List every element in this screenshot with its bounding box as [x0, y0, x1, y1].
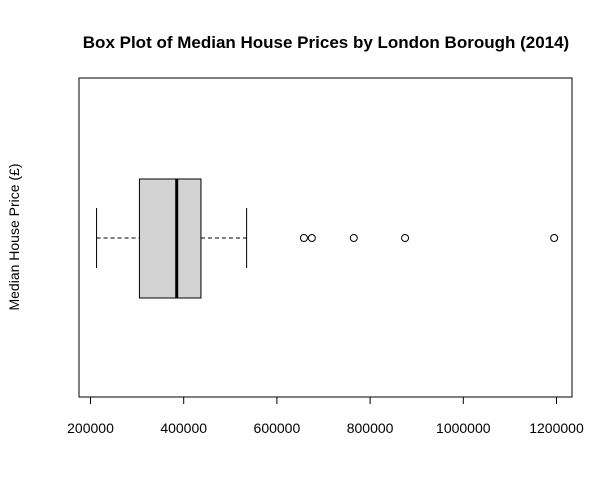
x-axis: 200000 400000 600000 800000 1000000 1200000 — [67, 396, 584, 436]
outlier-point — [307, 234, 316, 242]
x-tick-label: 200000 — [67, 420, 114, 436]
outlier-point — [550, 234, 559, 242]
x-tick-label: 1000000 — [436, 420, 491, 436]
chart-title: Box Plot of Median House Prices by Londo… — [83, 33, 569, 52]
x-tick-label: 800000 — [347, 420, 394, 436]
x-tick-label: 1200000 — [529, 420, 584, 436]
x-tick-label: 600000 — [254, 420, 301, 436]
outlier-point — [349, 234, 358, 242]
box-plot — [96, 178, 248, 299]
outliers — [299, 234, 559, 242]
outlier-point — [401, 234, 410, 242]
outlier-point — [299, 234, 308, 242]
iqr-box — [138, 178, 202, 299]
x-tick-label: 400000 — [160, 420, 207, 436]
y-axis-label: Median House Price (£) — [6, 163, 22, 310]
